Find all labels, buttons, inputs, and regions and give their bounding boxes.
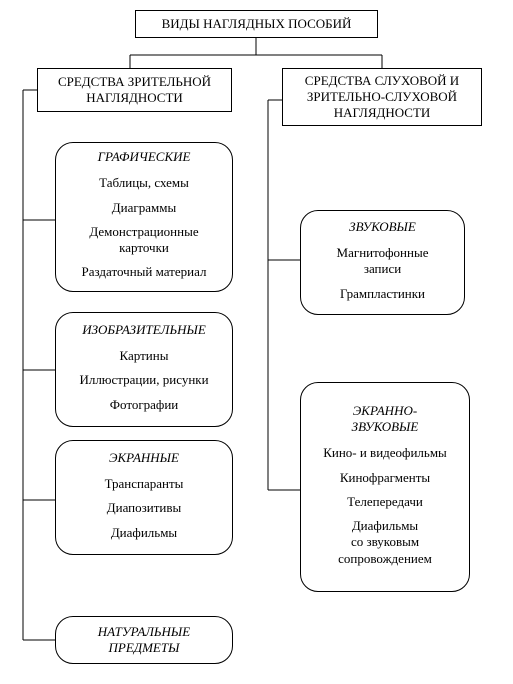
list-item: Магнитофонные записи <box>337 245 429 278</box>
left-group-screen: ЭКРАННЫЕ Транспаранты Диапозитивы Диафил… <box>55 440 233 555</box>
list-item: Телепередачи <box>347 494 423 510</box>
right-title-line3: НАГЛЯДНОСТИ <box>305 105 459 121</box>
left-group-pictorial: ИЗОБРАЗИТЕЛЬНЫЕ Картины Иллюстрации, рис… <box>55 312 233 427</box>
right-title-line2: ЗРИТЕЛЬНО-СЛУХОВОЙ <box>305 89 459 105</box>
group-title: ЗВУКОВЫЕ <box>349 219 416 235</box>
list-item: Диафильмы <box>111 525 177 541</box>
list-item: Диапозитивы <box>107 500 181 516</box>
list-item: Картины <box>120 348 169 364</box>
group-title: ГРАФИЧЕСКИЕ <box>98 149 191 165</box>
group-title: ЭКРАННЫЕ <box>109 450 179 466</box>
right-group-sound: ЗВУКОВЫЕ Магнитофонные записи Грампласти… <box>300 210 465 315</box>
list-item: Транспаранты <box>105 476 184 492</box>
group-title: ЭКРАННО- ЗВУКОВЫЕ <box>352 403 419 435</box>
list-item: Грампластинки <box>340 286 425 302</box>
left-title-line1: СРЕДСТВА ЗРИТЕЛЬНОЙ <box>58 74 211 90</box>
right-title-line1: СРЕДСТВА СЛУХОВОЙ И <box>305 73 459 89</box>
left-group-graphic: ГРАФИЧЕСКИЕ Таблицы, схемы Диаграммы Дем… <box>55 142 233 292</box>
left-branch-header: СРЕДСТВА ЗРИТЕЛЬНОЙ НАГЛЯДНОСТИ <box>37 68 232 112</box>
root-title-box: ВИДЫ НАГЛЯДНЫХ ПОСОБИЙ <box>135 10 378 38</box>
list-item: Демонстрационные карточки <box>89 224 198 257</box>
right-branch-header: СРЕДСТВА СЛУХОВОЙ И ЗРИТЕЛЬНО-СЛУХОВОЙ Н… <box>282 68 482 126</box>
list-item: Кинофрагменты <box>340 470 430 486</box>
list-item: Таблицы, схемы <box>99 175 189 191</box>
right-group-screen-sound: ЭКРАННО- ЗВУКОВЫЕ Кино- и видеофильмы Ки… <box>300 382 470 592</box>
list-item: Фотографии <box>110 397 179 413</box>
root-title: ВИДЫ НАГЛЯДНЫХ ПОСОБИЙ <box>156 12 358 36</box>
list-item: Диаграммы <box>112 200 176 216</box>
list-item: Раздаточный материал <box>82 264 207 280</box>
list-item: Диафильмы со звуковым сопровождением <box>338 518 432 567</box>
group-title: НАТУРАЛЬНЫЕ ПРЕДМЕТЫ <box>98 624 190 656</box>
list-item: Иллюстрации, рисунки <box>79 372 208 388</box>
left-title-line2: НАГЛЯДНОСТИ <box>58 90 211 106</box>
group-title: ИЗОБРАЗИТЕЛЬНЫЕ <box>82 322 206 338</box>
list-item: Кино- и видеофильмы <box>323 445 447 461</box>
left-group-natural: НАТУРАЛЬНЫЕ ПРЕДМЕТЫ <box>55 616 233 664</box>
